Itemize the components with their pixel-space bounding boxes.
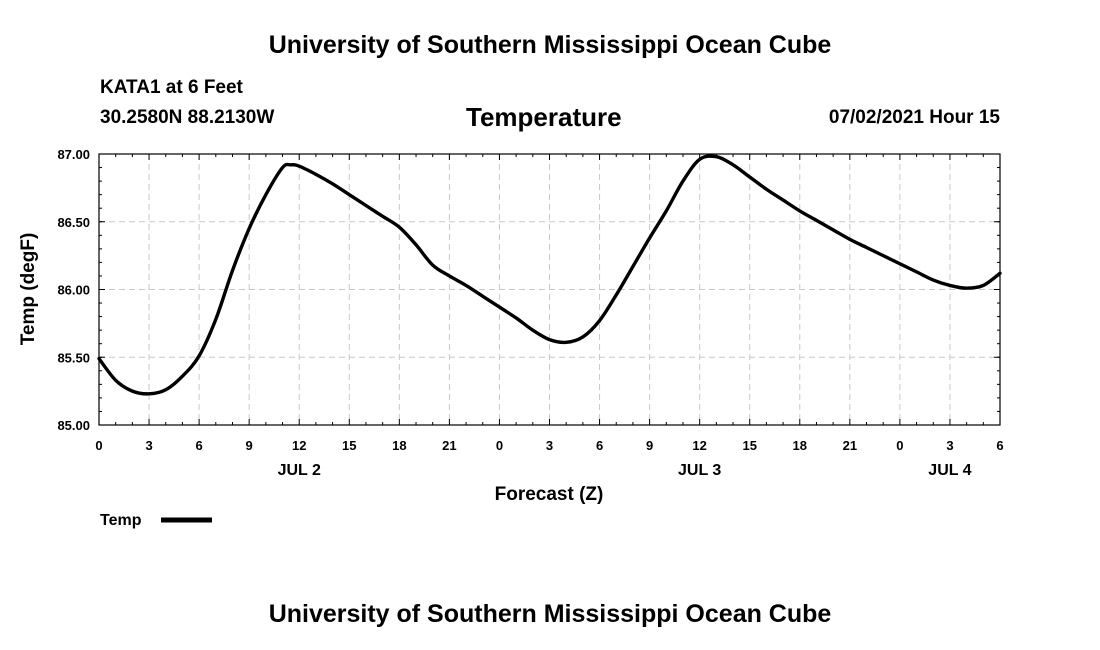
x-tick-labels: 0 3 6 9 12 15 18 21 0 3 6 9 12 15 18 21 0 3 6 bbox=[95, 438, 1003, 453]
legend: Temp bbox=[100, 512, 212, 529]
date-labels: JUL 2 JUL 3 JUL 4 bbox=[278, 462, 972, 479]
footer-title: University of Southern Mississippi Ocean… bbox=[268, 600, 832, 628]
x-tick-label: 9 bbox=[646, 438, 653, 453]
x-axis-label: Forecast (Z) bbox=[495, 484, 604, 505]
x-tick-label: 15 bbox=[742, 438, 756, 453]
x-tick-label: 0 bbox=[496, 438, 503, 453]
tick-marks bbox=[98, 153, 1001, 426]
station-label: KATA1 at 6 Feet bbox=[100, 77, 243, 98]
legend-label: Temp bbox=[100, 512, 142, 529]
forecast-datetime: 07/02/2021 Hour 15 bbox=[828, 107, 1000, 128]
grid-lines bbox=[99, 154, 1000, 425]
y-tick-labels: 85.00 85.50 86.00 86.50 87.00 bbox=[57, 147, 90, 433]
x-tick-label: 3 bbox=[946, 438, 953, 453]
x-tick-label: 21 bbox=[843, 438, 857, 453]
x-tick-label: 6 bbox=[596, 438, 603, 453]
x-tick-label: 0 bbox=[95, 438, 102, 453]
x-tick-label: 6 bbox=[195, 438, 202, 453]
y-axis-label: Temp (degF) bbox=[18, 233, 39, 346]
x-tick-label: 18 bbox=[793, 438, 807, 453]
x-tick-label: 6 bbox=[996, 438, 1003, 453]
y-tick-label: 85.00 bbox=[57, 418, 90, 433]
y-tick-label: 87.00 bbox=[57, 147, 90, 162]
y-tick-label: 85.50 bbox=[57, 350, 90, 365]
x-tick-label: 15 bbox=[342, 438, 356, 453]
series-lines bbox=[97, 154, 1002, 396]
x-tick-label: 12 bbox=[292, 438, 306, 453]
x-tick-label: 9 bbox=[246, 438, 253, 453]
x-tick-label: 0 bbox=[896, 438, 903, 453]
y-tick-label: 86.50 bbox=[57, 215, 90, 230]
station-coordinates: 30.2580N 88.2130W bbox=[100, 107, 275, 128]
chart-title: Temperature bbox=[466, 102, 622, 132]
x-tick-label: 18 bbox=[392, 438, 406, 453]
x-tick-label: 3 bbox=[145, 438, 152, 453]
date-label: JUL 2 bbox=[278, 462, 321, 479]
x-tick-label: 3 bbox=[546, 438, 553, 453]
x-tick-label: 21 bbox=[442, 438, 456, 453]
date-label: JUL 3 bbox=[678, 462, 721, 479]
date-label: JUL 4 bbox=[928, 462, 971, 479]
y-tick-label: 86.00 bbox=[57, 283, 90, 298]
series-line-temp bbox=[97, 154, 1002, 396]
x-tick-label: 12 bbox=[692, 438, 706, 453]
page-title: University of Southern Mississippi Ocean… bbox=[268, 31, 832, 59]
